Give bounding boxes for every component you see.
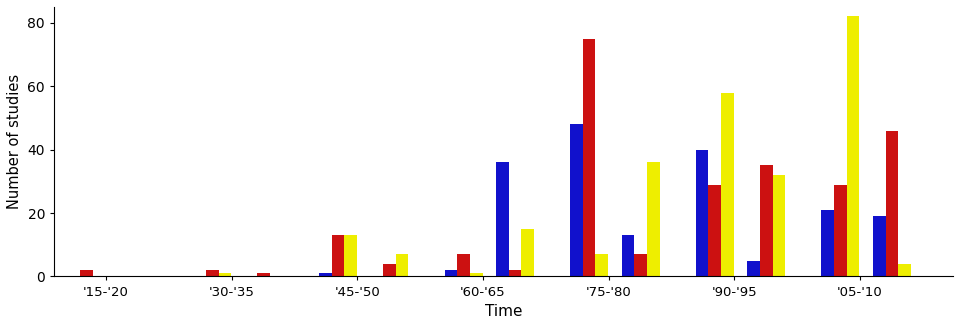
Bar	[81, 270, 93, 276]
Bar	[873, 216, 885, 276]
Bar	[396, 254, 408, 276]
Bar	[383, 264, 396, 276]
Bar	[509, 270, 521, 276]
Bar	[457, 254, 469, 276]
Bar	[822, 210, 834, 276]
Bar	[773, 175, 785, 276]
Bar	[319, 273, 331, 276]
Bar	[595, 254, 608, 276]
Bar	[206, 270, 219, 276]
Bar	[747, 260, 760, 276]
Bar	[521, 229, 534, 276]
Bar	[345, 235, 357, 276]
Bar	[583, 39, 595, 276]
Bar	[469, 273, 483, 276]
Bar	[331, 235, 345, 276]
Bar	[257, 273, 270, 276]
Y-axis label: Number of studies: Number of studies	[7, 74, 22, 209]
Bar	[696, 150, 708, 276]
Bar	[647, 162, 660, 276]
Bar	[899, 264, 911, 276]
Bar	[885, 131, 899, 276]
Bar	[847, 16, 859, 276]
Bar	[834, 185, 847, 276]
Bar	[635, 254, 647, 276]
X-axis label: Time: Time	[485, 304, 522, 319]
Bar	[760, 166, 773, 276]
Bar	[570, 124, 583, 276]
Bar	[622, 235, 635, 276]
Bar	[444, 270, 457, 276]
Bar	[708, 185, 721, 276]
Bar	[219, 273, 231, 276]
Bar	[496, 162, 509, 276]
Bar	[721, 93, 733, 276]
